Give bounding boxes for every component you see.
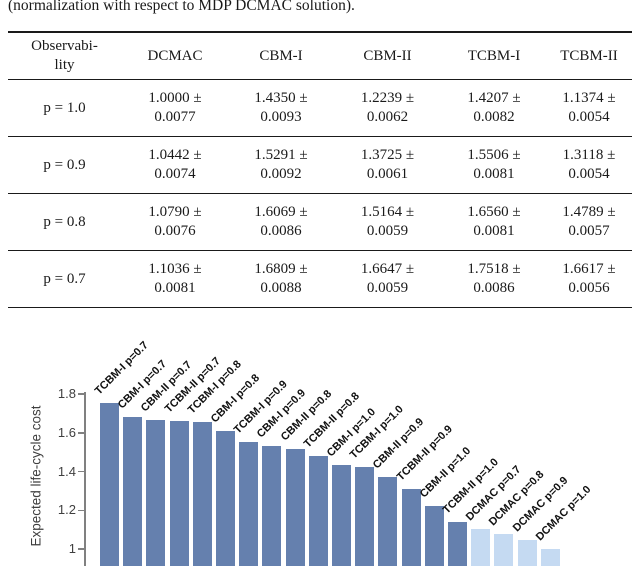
bar [540, 549, 560, 566]
bar [192, 421, 212, 566]
bar [239, 442, 259, 566]
table-cell: 1.6560 ± 0.0081 [467, 204, 521, 239]
table-cell: 1.4350 ± 0.0093 [254, 90, 308, 125]
bar [424, 505, 444, 566]
y-tick [78, 548, 84, 550]
table-cell: 1.2239 ± 0.0062 [360, 90, 415, 125]
y-tick [78, 470, 84, 473]
bar [216, 431, 235, 566]
table-cell: 1.3118 ± 0.0054 [562, 147, 616, 182]
table-row: p = 1.0 1.0000 ± 0.0077 1.4350 ± 0.0093 … [8, 80, 632, 137]
y-tick-label: 1 [68, 541, 76, 556]
bar [378, 476, 398, 566]
col-header-tcbm2: TCBM-II [560, 47, 618, 64]
table-row: p = 0.7 1.1036 ± 0.0081 1.6809 ± 0.0088 … [8, 251, 632, 308]
bar [146, 420, 166, 566]
col-header-dcmac: DCMAC [147, 47, 203, 64]
table-cell: 1.6809 ± 0.0088 [254, 261, 308, 296]
table-cell: 1.6069 ± 0.0086 [254, 204, 308, 239]
bar [123, 417, 143, 566]
bar [169, 420, 189, 566]
bar [448, 522, 467, 566]
table-cell: 1.3725 ± 0.0061 [360, 147, 415, 182]
table-cell: 1.6647 ± 0.0059 [360, 261, 415, 296]
col-header-cbm1: CBM-I [259, 47, 303, 64]
y-tick-label: 1.6 [57, 424, 76, 440]
bar [494, 533, 514, 566]
row-label: p = 0.8 [43, 213, 86, 230]
y-tick-label: 1.2 [57, 502, 76, 518]
bar [517, 540, 537, 566]
table-cell: 1.5506 ± 0.0081 [467, 147, 521, 182]
y-tick [78, 432, 84, 434]
table-cell: 1.5291 ± 0.0092 [254, 147, 308, 182]
table-cell: 1.4789 ± 0.0057 [562, 204, 616, 239]
row-label: p = 0.7 [43, 270, 86, 287]
bar [285, 448, 305, 566]
bar [332, 464, 351, 566]
table-row: p = 0.9 1.0442 ± 0.0074 1.5291 ± 0.0092 … [8, 137, 632, 194]
y-tick-label: 1.8 [57, 386, 76, 401]
bar [262, 446, 282, 566]
bar [355, 467, 375, 566]
table-cell: 1.4207 ± 0.0082 [467, 90, 521, 125]
table-cell: 1.0790 ± 0.0076 [148, 204, 202, 239]
lifecycle-cost-bar-chart: Expected life-cycle cost 1 1.2 1.4 1.6 1.8 TC… [0, 330, 640, 566]
table-cell: 1.5164 ± 0.0059 [360, 204, 415, 239]
table-cell: 1.7518 ± 0.0086 [467, 261, 521, 296]
table-cell: 1.0442 ± 0.0074 [148, 147, 202, 182]
bar [471, 528, 491, 566]
table-cell: 1.0000 ± 0.0077 [148, 90, 202, 125]
table-row: p = 0.8 1.0790 ± 0.0076 1.6069 ± 0.0086 … [8, 194, 632, 251]
y-tick-label: 1.4 [57, 463, 76, 479]
row-label: p = 1.0 [43, 99, 86, 116]
table-cell: 1.1374 ± 0.0054 [562, 90, 616, 125]
results-table: Observabi- lity DCMAC CBM-I CBM-II TCBM-… [8, 31, 632, 308]
col-header-cbm2: CBM-II [363, 47, 412, 64]
table-caption: (normalization with respect to MDP DCMAC… [8, 0, 355, 14]
y-axis-line [84, 392, 86, 566]
table-cell: 1.6617 ± 0.0056 [562, 261, 616, 296]
bar [401, 488, 421, 566]
bar [100, 403, 119, 566]
bar [308, 456, 328, 566]
col-header-observability: Observabi- lity [31, 38, 98, 73]
table-header-row: Observabi- lity DCMAC CBM-I CBM-II TCBM-… [8, 33, 632, 80]
y-tick [78, 509, 84, 511]
table-cell: 1.1036 ± 0.0081 [148, 261, 202, 296]
y-tick [78, 393, 84, 395]
col-header-tcbm1: TCBM-I [467, 47, 521, 64]
row-label: p = 0.9 [43, 156, 86, 173]
